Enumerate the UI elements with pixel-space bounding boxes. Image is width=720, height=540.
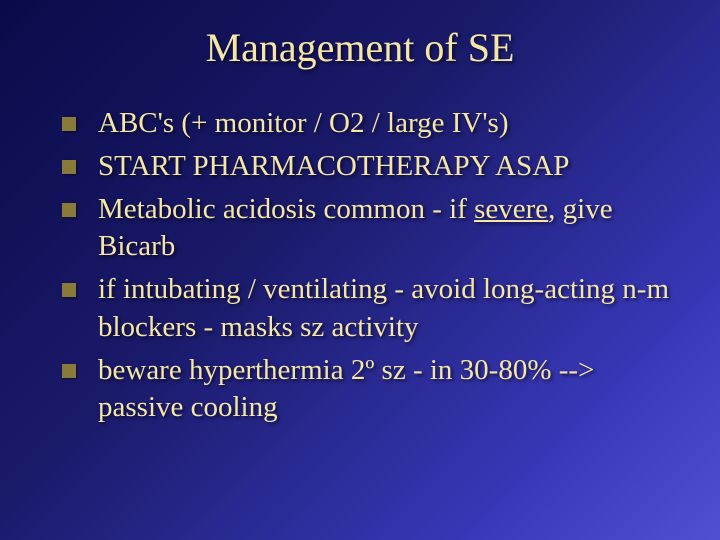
bullet-text-before: Metabolic acidosis common - if [98, 193, 474, 225]
bullet-text-before: START PHARMACOTHERAPY ASAP [98, 150, 569, 182]
bullet-text-underlined: severe [474, 193, 548, 225]
list-item: START PHARMACOTHERAPY ASAP [58, 148, 670, 185]
list-item: if intubating / ventilating - avoid long… [58, 271, 670, 345]
bullet-list: ABC's (+ monitor / O2 / large IV's) STAR… [50, 105, 670, 426]
bullet-text-before: ABC's (+ monitor / O2 / large IV's) [98, 107, 509, 139]
bullet-text-before: if intubating / ventilating - avoid long… [98, 273, 669, 342]
slide-container: Management of SE ABC's (+ monitor / O2 /… [0, 0, 720, 540]
slide-title: Management of SE [50, 24, 670, 71]
list-item: beware hyperthermia 2º sz - in 30-80% --… [58, 352, 670, 426]
list-item: Metabolic acidosis common - if severe, g… [58, 191, 670, 265]
bullet-text-before: beware hyperthermia 2º sz - in 30-80% --… [98, 354, 594, 423]
list-item: ABC's (+ monitor / O2 / large IV's) [58, 105, 670, 142]
